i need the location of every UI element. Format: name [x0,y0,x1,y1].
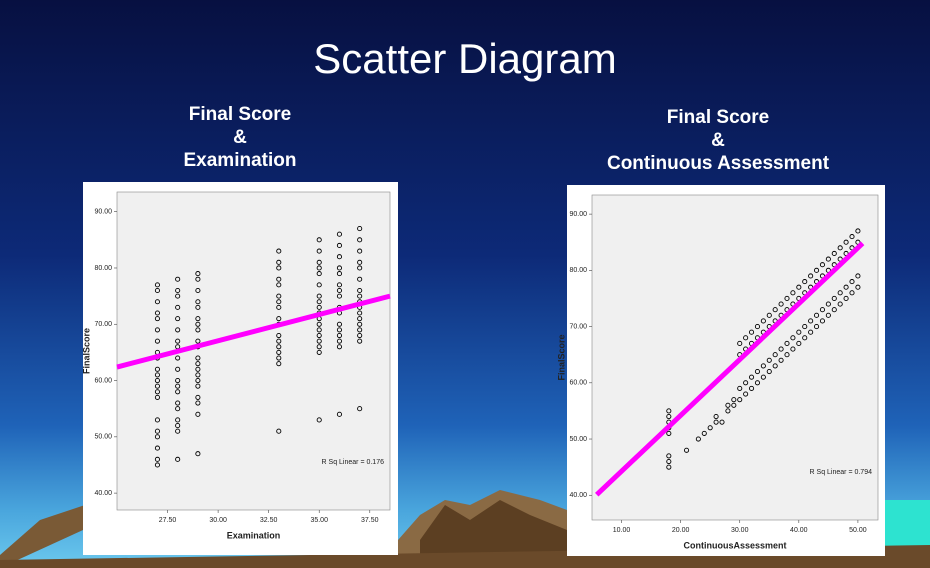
y-tick-label: 70.00 [94,321,112,328]
x-tick-label: 30.00 [731,527,749,534]
slide-title: Scatter Diagram [313,35,616,82]
page: {"title": "Scatter Diagram", "chart_data… [0,0,930,568]
chart-heading: Final Score [667,107,769,128]
chart-heading: & [711,130,725,151]
y-tick-label: 60.00 [94,377,112,384]
x-tick-label: 20.00 [672,527,690,534]
x-tick-label: 32.50 [260,517,278,524]
x-axis-label: ContinuousAssessment [683,540,786,550]
annotation: R Sq Linear = 0.794 [810,469,873,476]
x-tick-label: 40.00 [790,527,808,534]
x-tick-label: 35.00 [310,517,328,524]
x-axis-label: Examination [227,530,281,540]
slide: Scatter Diagram Final Score&Examination4… [0,0,930,568]
y-axis-label: FinalScore [81,328,91,374]
chart-heading: & [233,127,247,148]
y-tick-label: 90.00 [94,209,112,216]
y-tick-label: 70.00 [569,323,587,330]
y-tick-label: 90.00 [569,211,587,218]
x-tick-label: 27.50 [159,517,177,524]
chart-heading: Final Score [189,104,291,125]
x-tick-label: 10.00 [613,527,631,534]
y-tick-label: 80.00 [94,265,112,272]
y-axis-label: FinalScore [556,334,566,380]
chart-heading: Continuous Assessment [607,153,830,174]
y-tick-label: 40.00 [94,490,112,497]
y-tick-label: 50.00 [94,434,112,441]
y-tick-label: 80.00 [569,267,587,274]
x-tick-label: 50.00 [849,527,867,534]
x-tick-label: 30.00 [209,517,227,524]
annotation: R Sq Linear = 0.176 [322,459,385,466]
y-tick-label: 50.00 [569,436,587,443]
x-tick-label: 37.50 [361,517,379,524]
y-tick-label: 60.00 [569,380,587,387]
y-tick-label: 40.00 [569,492,587,499]
chart-heading: Examination [184,150,297,171]
